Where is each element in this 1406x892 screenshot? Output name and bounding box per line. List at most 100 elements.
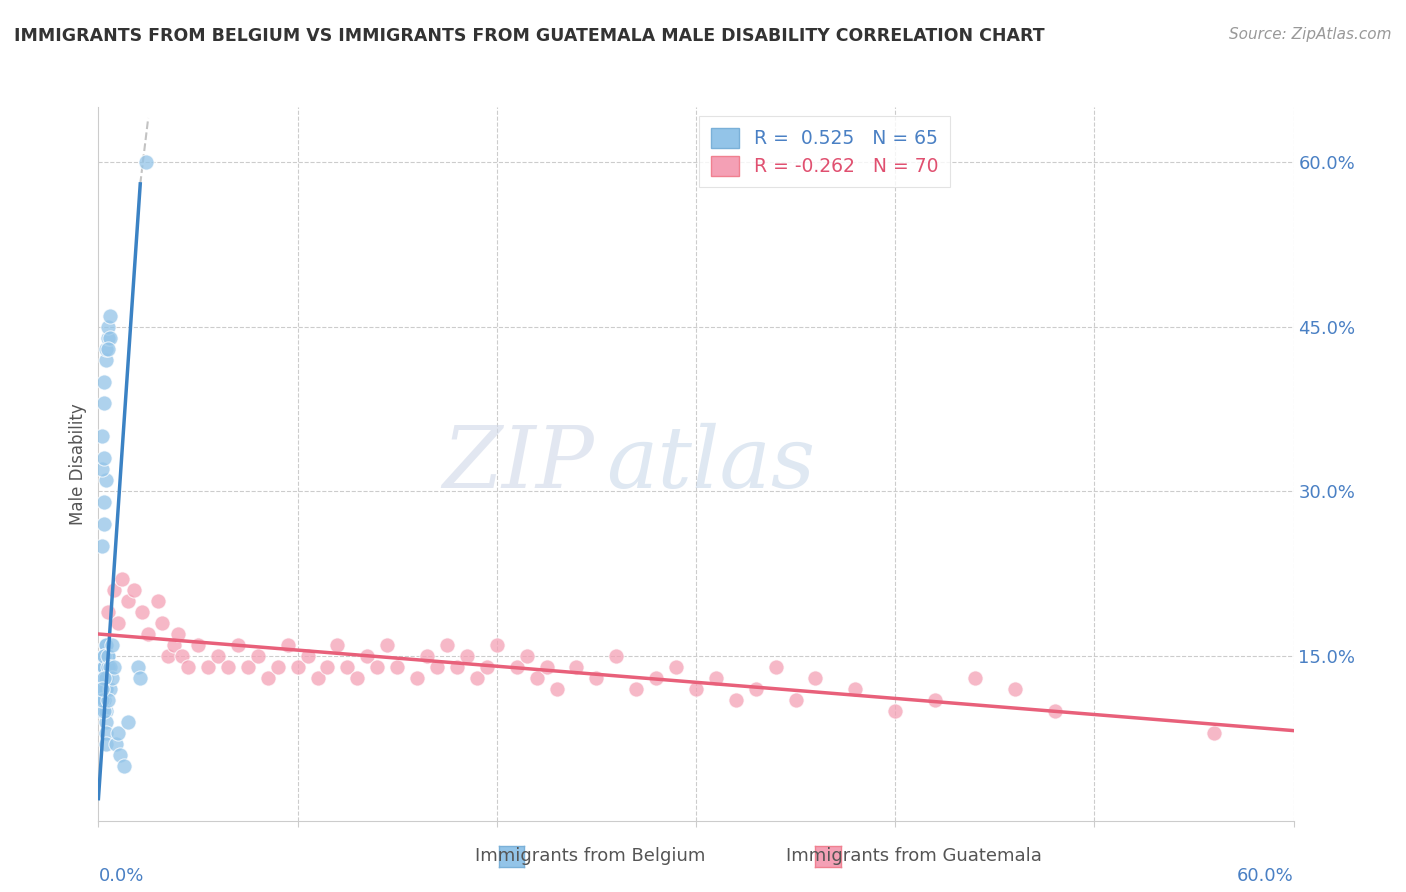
Point [100,660,122,674]
Point [93,517,115,532]
Point [91,429,114,443]
Point [112,758,135,772]
Point [485,638,508,652]
Point [117,714,139,729]
Point [93,693,115,707]
Legend: R =  0.525   N = 65, R = -0.262   N = 70: R = 0.525 N = 65, R = -0.262 N = 70 [699,117,949,187]
Point [565,660,588,674]
Point [96,671,118,685]
Point [416,648,439,663]
Point [724,693,747,707]
Point [93,671,115,685]
Point [506,660,529,674]
Point [167,627,190,641]
Point [704,671,727,685]
Point [93,693,115,707]
Point [91,462,114,476]
Point [475,660,498,674]
Point [110,747,132,762]
Point [101,671,124,685]
Point [96,671,118,685]
Text: atlas: atlas [606,423,815,505]
Point [107,615,129,630]
Point [135,155,157,169]
Point [96,714,118,729]
Point [97,648,120,663]
Point [97,660,120,674]
Y-axis label: Male Disability: Male Disability [69,403,87,524]
Point [665,660,688,674]
Point [93,704,115,718]
Point [93,681,115,696]
Point [96,473,118,487]
Point [765,660,787,674]
Point [93,660,115,674]
Point [96,681,118,696]
Point [316,660,339,674]
Point [93,451,115,466]
Point [157,648,180,663]
Point [107,726,129,740]
Point [516,648,538,663]
Point [605,648,627,663]
Point [100,681,122,696]
Point [356,648,378,663]
Point [277,638,299,652]
Point [91,693,114,707]
Point [924,693,946,707]
Point [124,583,146,598]
Point [307,671,329,685]
Point [96,352,118,367]
Point [96,638,118,652]
Point [436,638,458,652]
Text: IMMIGRANTS FROM BELGIUM VS IMMIGRANTS FROM GUATEMALA MALE DISABILITY CORRELATION: IMMIGRANTS FROM BELGIUM VS IMMIGRANTS FR… [14,27,1045,45]
Point [246,648,269,663]
Point [785,693,807,707]
Point [172,648,194,663]
Point [456,648,478,663]
Point [626,681,648,696]
Text: 0.0%: 0.0% [98,867,143,885]
Point [207,648,229,663]
Point [97,319,120,334]
Point [256,671,278,685]
Point [97,648,120,663]
Point [93,495,115,509]
Point [111,572,134,586]
Point [96,737,118,751]
Point [426,660,449,674]
Point [96,660,118,674]
Point [1202,726,1225,740]
Point [385,660,409,674]
Point [97,342,120,356]
Point [93,375,115,389]
Point [685,681,707,696]
Point [93,671,115,685]
Point [96,681,118,696]
Point [150,615,173,630]
Point [963,671,986,685]
Text: Immigrants from Belgium: Immigrants from Belgium [475,847,706,865]
Point [884,704,907,718]
Point [91,704,114,718]
Point [96,342,118,356]
Point [236,660,259,674]
Point [117,594,139,608]
Point [148,594,170,608]
Point [96,671,118,685]
Point [93,671,115,685]
Point [1043,704,1066,718]
Point [91,539,114,553]
Point [406,671,429,685]
Point [96,704,118,718]
Text: Immigrants from Guatemala: Immigrants from Guatemala [786,847,1042,865]
Point [536,660,558,674]
Point [93,693,115,707]
Point [103,583,125,598]
Point [217,660,239,674]
Point [93,648,115,663]
Point [103,660,125,674]
Point [97,605,120,619]
Point [93,648,115,663]
Point [100,309,122,323]
